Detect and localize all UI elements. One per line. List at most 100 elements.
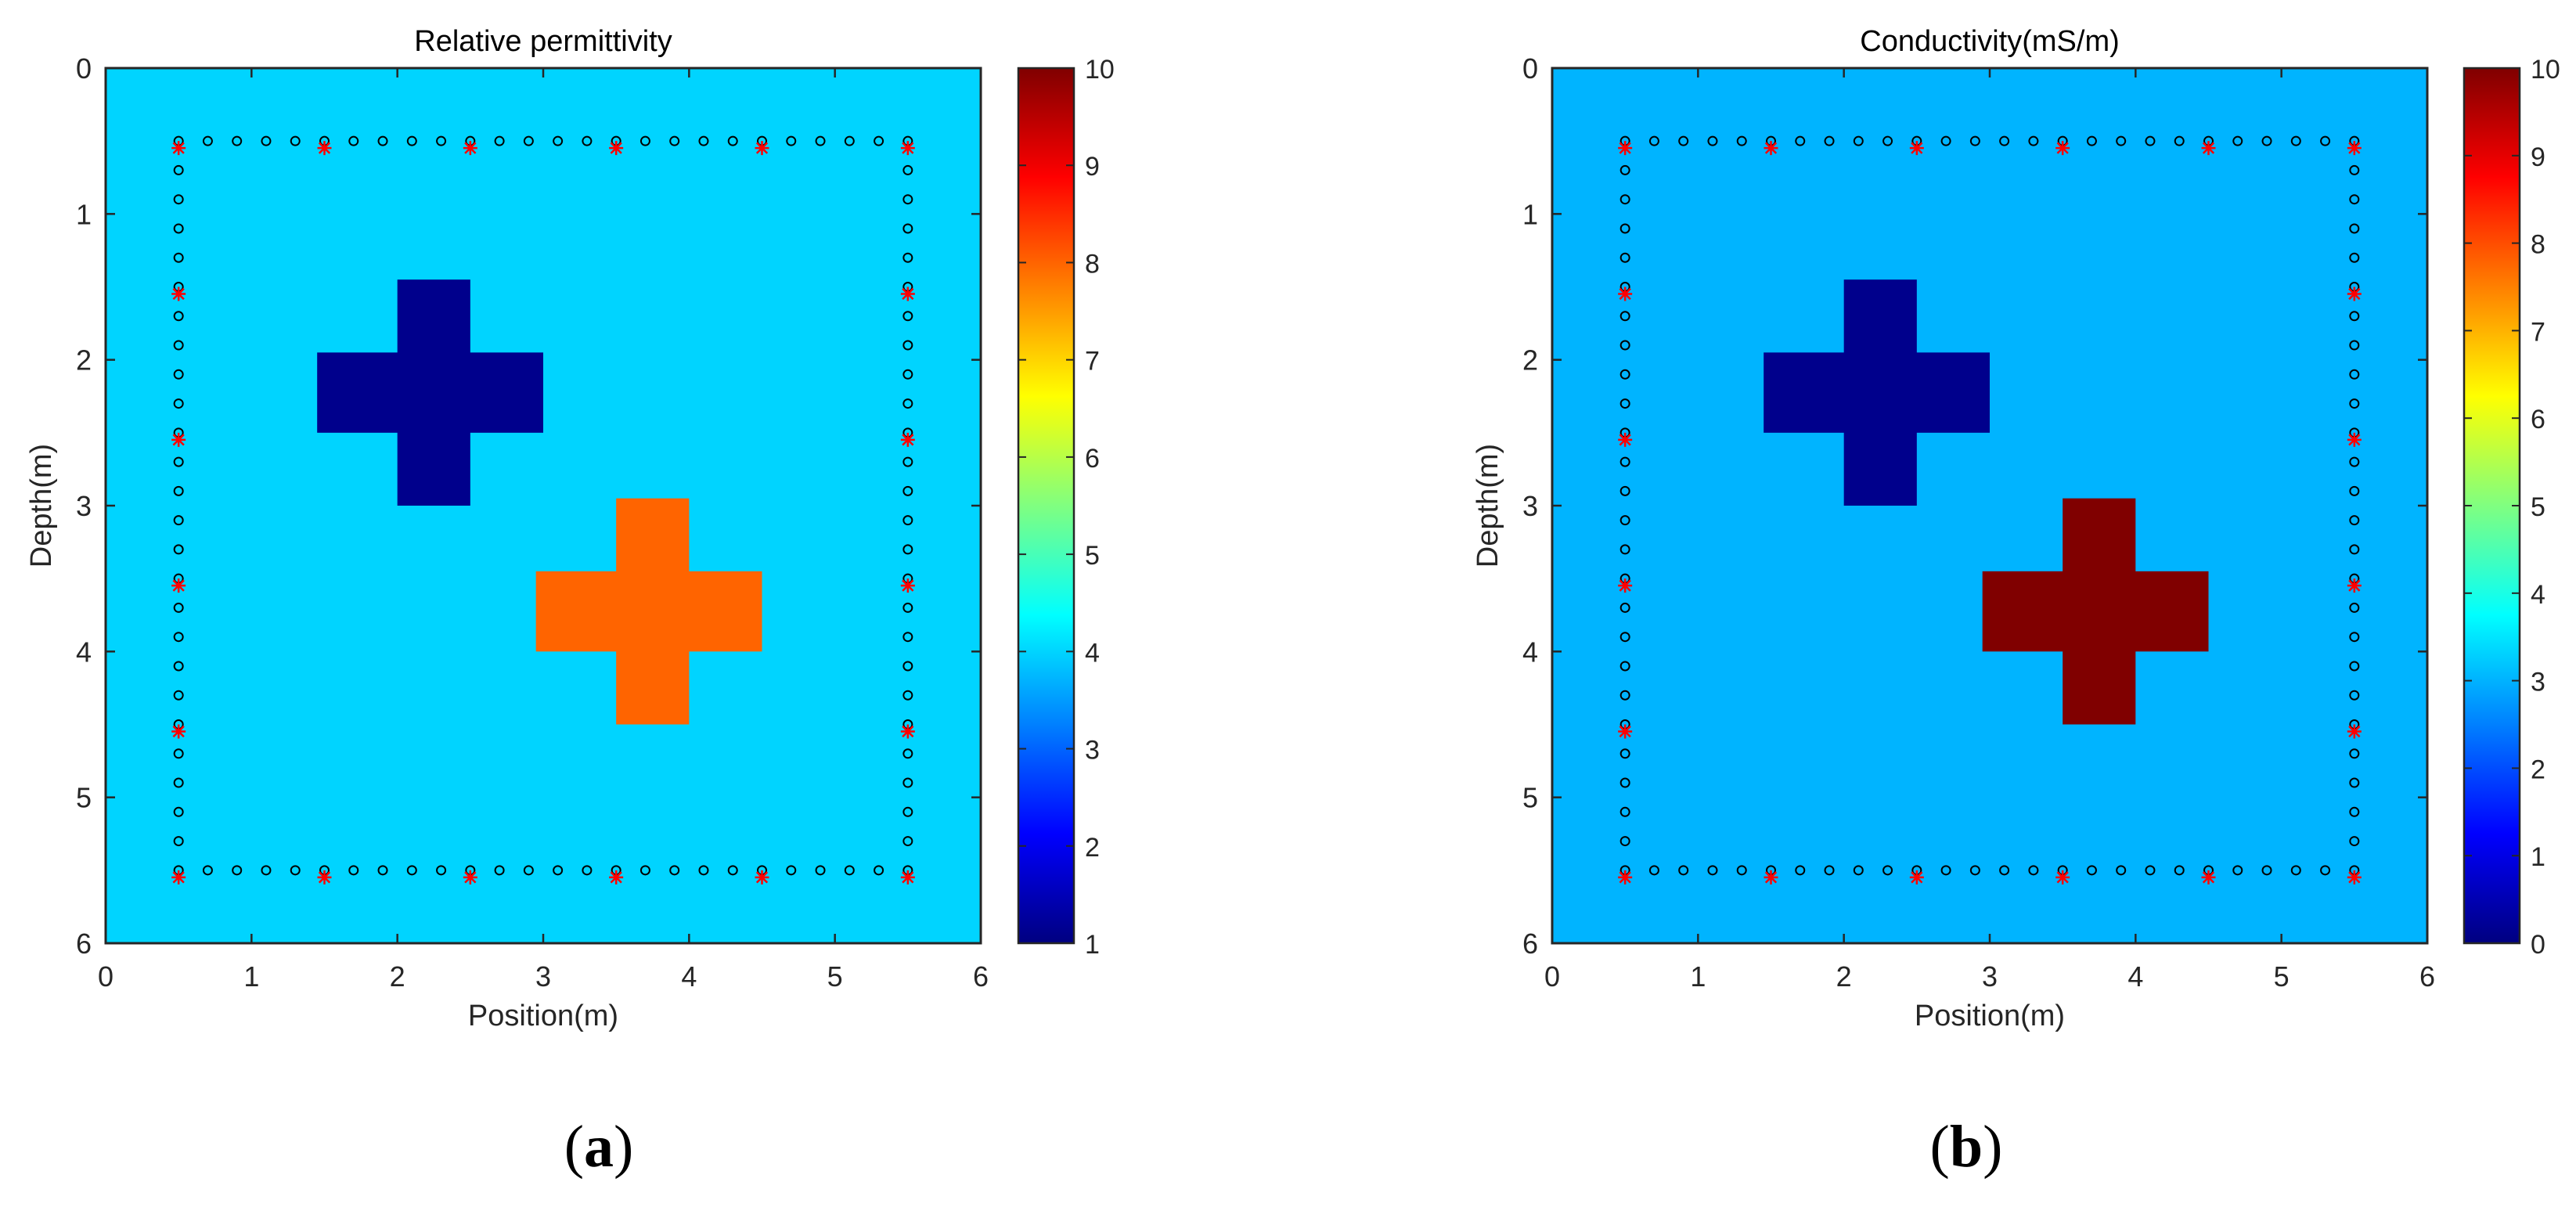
receiver-marker [1619,311,1630,322]
receiver-marker [2349,515,2360,526]
source-marker [463,141,477,156]
receiver-marker [903,544,913,555]
receiver-marker [173,632,184,643]
receiver-marker [903,836,913,847]
receiver-marker [1619,369,1630,380]
receiver-marker [903,485,913,496]
receiver-marker [2349,806,2360,817]
receiver-marker [2028,135,2039,146]
source-marker [1618,870,1633,885]
receiver-marker [903,602,913,613]
x-axis-label: Position(m) [468,1000,618,1032]
receiver-marker [173,223,184,234]
receiver-marker [553,135,564,146]
colorbar-tick-label: 4 [2531,580,2545,610]
receiver-marker [669,865,680,876]
receiver-marker [2174,865,2185,876]
x-tick-label: 4 [2127,960,2143,993]
receiver-marker [202,135,213,146]
receiver-marker [903,806,913,817]
receiver-marker [1969,865,1980,876]
colorbar-tick-label: 7 [2531,317,2545,347]
receiver-marker [261,135,272,146]
receiver-marker [494,865,505,876]
source-marker [2347,724,2362,739]
receiver-marker [639,135,650,146]
y-tick-label: 5 [76,782,92,814]
x-tick-label: 4 [681,960,697,993]
receiver-marker [2349,836,2360,847]
receiver-marker [786,865,797,876]
colorbar-tick-label: 7 [1085,347,1100,377]
receiver-marker [2320,135,2331,146]
y-tick-label: 6 [76,928,92,960]
colorbar-tick-label: 2 [1085,833,1100,863]
panel-label-a: (a) [564,1114,634,1180]
y-tick-label: 5 [1522,782,1538,814]
receiver-marker [903,252,913,263]
receiver-marker [173,164,184,175]
receiver-marker [639,865,650,876]
receiver-marker [173,544,184,555]
colorbar-tick-label: 1 [2531,842,2545,872]
receiver-marker [494,135,505,146]
source-marker [1909,870,1924,885]
x-tick-label: 1 [1690,960,1706,993]
anomaly-2-bar-2 [1982,571,2209,652]
colorbar-tick-label: 9 [2531,142,2545,172]
receiver-marker [582,865,593,876]
receiver-marker [2261,135,2272,146]
receiver-marker [2349,602,2360,613]
receiver-marker [2349,777,2360,788]
receiver-marker [2349,485,2360,496]
colorbar-tick-label: 6 [1085,444,1100,474]
receiver-marker [2232,135,2243,146]
receiver-marker [903,515,913,526]
source-marker [1618,724,1633,739]
receiver-marker [173,748,184,759]
receiver-marker [2349,632,2360,643]
receiver-marker [2261,865,2272,876]
receiver-marker [903,194,913,205]
receiver-marker [1795,865,1806,876]
receiver-marker [2116,135,2127,146]
receiver-marker [348,865,359,876]
receiver-marker [406,865,417,876]
source-marker [317,141,332,156]
receiver-marker [903,456,913,467]
receiver-marker [874,135,884,146]
y-tick-label: 4 [76,636,92,668]
receiver-marker [290,865,301,876]
receiver-marker [2349,661,2360,672]
receiver-marker [1619,661,1630,672]
receiver-marker [786,135,797,146]
receiver-marker [2174,135,2185,146]
receiver-marker [173,602,184,613]
receiver-marker [1678,865,1689,876]
receiver-marker [2349,690,2360,701]
receiver-marker [173,311,184,322]
colorbar-tick-label: 4 [1085,638,1100,668]
colorbar-tick-label: 2 [2531,755,2545,784]
source-marker [900,286,915,301]
source-marker [2055,141,2070,156]
receiver-marker [874,865,884,876]
source-marker [2201,141,2216,156]
source-marker [900,578,915,593]
source-marker [2347,141,2362,156]
receiver-marker [903,661,913,672]
receiver-marker [173,806,184,817]
receiver-marker [1619,485,1630,496]
source-marker [900,724,915,739]
y-tick-label: 3 [76,490,92,522]
x-tick-label: 0 [1544,960,1560,993]
receiver-marker [1999,135,2010,146]
receiver-marker [903,311,913,322]
receiver-marker [1882,135,1893,146]
receiver-marker [173,252,184,263]
source-marker [171,141,186,156]
receiver-marker [173,661,184,672]
receiver-marker [523,135,534,146]
source-marker [1618,141,1633,156]
